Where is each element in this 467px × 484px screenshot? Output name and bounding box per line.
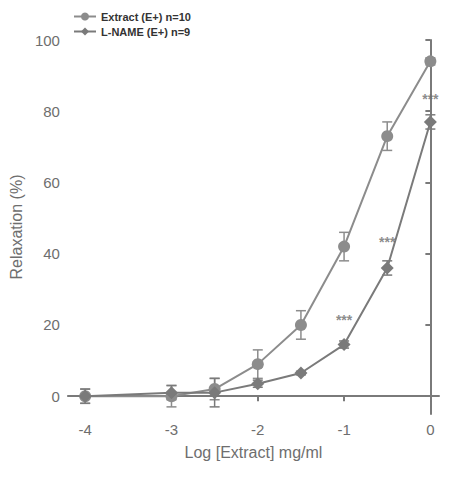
svg-text:***: *** bbox=[379, 234, 396, 250]
svg-text:Log [Extract] mg/ml: Log [Extract] mg/ml bbox=[185, 444, 323, 461]
svg-text:20: 20 bbox=[43, 316, 60, 333]
svg-text:-1: -1 bbox=[337, 421, 350, 438]
svg-text:Relaxation (%): Relaxation (%) bbox=[8, 175, 25, 280]
svg-text:L-NAME (E+) n=9: L-NAME (E+) n=9 bbox=[101, 26, 190, 38]
svg-text:80: 80 bbox=[43, 103, 60, 120]
svg-text:-4: -4 bbox=[79, 421, 92, 438]
svg-text:60: 60 bbox=[43, 174, 60, 191]
svg-text:40: 40 bbox=[43, 245, 60, 262]
svg-text:-2: -2 bbox=[251, 421, 264, 438]
svg-text:-3: -3 bbox=[165, 421, 178, 438]
svg-text:100: 100 bbox=[35, 32, 60, 49]
svg-text:***: *** bbox=[336, 312, 353, 328]
svg-text:***: *** bbox=[422, 91, 439, 107]
svg-text:0: 0 bbox=[426, 421, 434, 438]
svg-text:0: 0 bbox=[52, 388, 60, 405]
svg-text:Extract (E+) n=10: Extract (E+) n=10 bbox=[101, 11, 191, 23]
